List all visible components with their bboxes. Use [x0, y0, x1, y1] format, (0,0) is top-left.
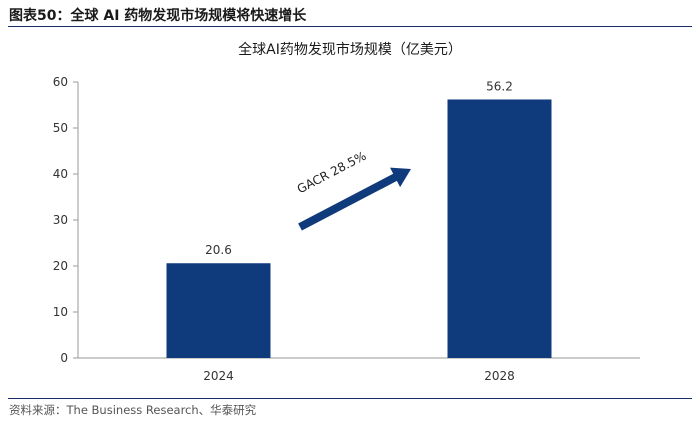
x-tick-label-2024: 2024 — [203, 369, 234, 383]
bar-2028 — [447, 99, 552, 358]
y-tick-label: 50 — [53, 121, 68, 135]
data-label-2028: 56.2 — [486, 79, 513, 93]
footer-rule — [8, 398, 692, 399]
source-footer: 资料来源：The Business Research、华泰研究 — [0, 396, 700, 421]
bar-chart: 全球AI药物发现市场规模（亿美元） 0 10 20 30 40 50 60 2024 2028… — [53, 41, 640, 383]
y-tick-label: 10 — [53, 305, 68, 319]
source-text: 资料来源：The Business Research、华泰研究 — [9, 403, 257, 417]
y-tick-label: 20 — [53, 259, 68, 273]
growth-rate-label: GACR 28.5% — [295, 149, 369, 197]
y-tick-label: 30 — [53, 213, 68, 227]
growth-annotation: GACR 28.5% — [295, 149, 411, 231]
x-axis: 2024 2028 — [78, 357, 640, 383]
chart-title: 全球AI药物发现市场规模（亿美元） — [238, 41, 462, 58]
x-tick-label-2028: 2028 — [484, 369, 515, 383]
data-label-2024: 20.6 — [205, 243, 232, 257]
y-tick-label: 40 — [53, 167, 68, 181]
growth-arrow — [298, 167, 411, 231]
y-tick-label: 0 — [60, 351, 68, 365]
y-axis: 0 10 20 30 40 50 60 — [53, 75, 79, 365]
bars: 20.6 56.2 — [166, 79, 552, 358]
figure-title-text: 全球 AI 药物发现市场规模将快速增长 — [70, 8, 307, 24]
bar-2024 — [166, 263, 271, 358]
y-tick-label: 60 — [53, 75, 68, 89]
figure-header: 图表50：全球 AI 药物发现市场规模将快速增长 — [0, 0, 700, 28]
figure-label: 图表50： — [9, 8, 71, 24]
figure-title: 图表50：全球 AI 药物发现市场规模将快速增长 — [9, 5, 306, 25]
header-rule — [8, 26, 692, 27]
